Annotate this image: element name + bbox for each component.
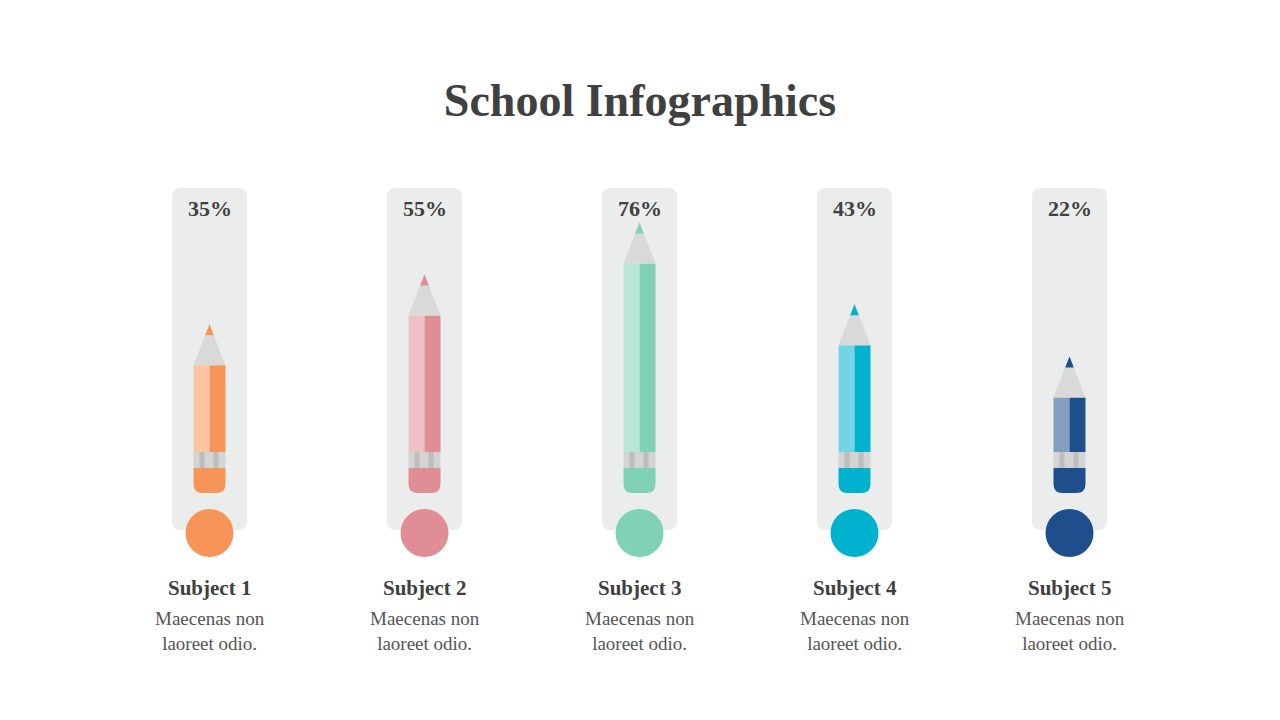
svg-text:Maecenas nonlaoreet odio.: Maecenas nonlaoreet odio. xyxy=(800,608,910,654)
svg-text:Maecenas nonlaoreet odio.: Maecenas nonlaoreet odio. xyxy=(370,608,480,654)
svg-text:Subject 2: Subject 2 xyxy=(383,576,466,600)
svg-text:22%: 22% xyxy=(1048,196,1092,221)
svg-text:55%: 55% xyxy=(403,196,447,221)
svg-text:Maecenas nonlaoreet odio.: Maecenas nonlaoreet odio. xyxy=(585,608,695,654)
svg-text:35%: 35% xyxy=(188,196,232,221)
svg-text:76%: 76% xyxy=(618,196,662,221)
svg-text:Subject 5: Subject 5 xyxy=(1028,576,1111,600)
svg-text:Maecenas nonlaoreet odio.: Maecenas nonlaoreet odio. xyxy=(1015,608,1125,654)
svg-text:43%: 43% xyxy=(833,196,877,221)
svg-text:Subject 1: Subject 1 xyxy=(168,576,251,600)
svg-text:School Infographics: School Infographics xyxy=(444,75,836,126)
svg-text:Subject 4: Subject 4 xyxy=(813,576,897,600)
svg-text:Subject 3: Subject 3 xyxy=(598,576,681,600)
svg-text:Maecenas nonlaoreet odio.: Maecenas nonlaoreet odio. xyxy=(155,608,265,654)
